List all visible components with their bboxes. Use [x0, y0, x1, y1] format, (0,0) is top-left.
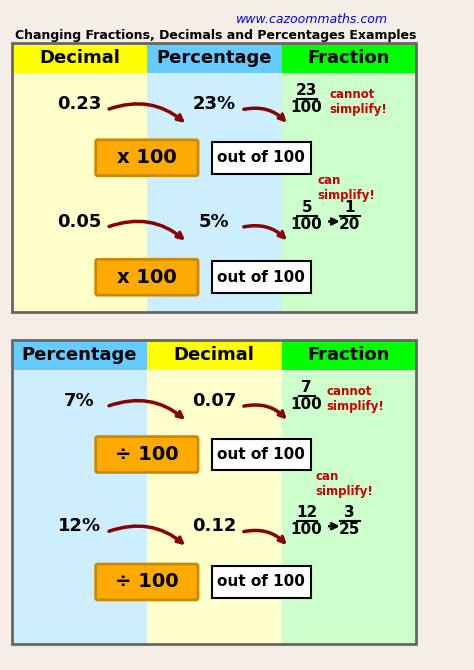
Text: 0.23: 0.23	[57, 95, 102, 113]
Text: 25: 25	[339, 522, 360, 537]
Text: 3: 3	[345, 505, 355, 520]
Bar	[212, 566, 310, 598]
Bar	[282, 43, 416, 73]
Bar	[12, 43, 147, 73]
Text: Fraction: Fraction	[308, 346, 390, 364]
Text: 23%: 23%	[192, 95, 236, 113]
Text: out of 100: out of 100	[218, 447, 305, 462]
Text: Changing Fractions, Decimals and Percentages Examples: Changing Fractions, Decimals and Percent…	[15, 29, 416, 42]
Text: 7: 7	[301, 380, 312, 395]
Text: 7%: 7%	[64, 392, 95, 410]
Text: Percentage: Percentage	[156, 49, 272, 67]
Text: 0.12: 0.12	[192, 517, 237, 535]
Bar	[12, 43, 416, 312]
Text: cannot
simplify!: cannot simplify!	[327, 385, 384, 413]
Text: 0.07: 0.07	[192, 392, 237, 410]
Text: Decimal: Decimal	[174, 346, 255, 364]
FancyBboxPatch shape	[96, 259, 198, 295]
Text: can
simplify!: can simplify!	[318, 174, 375, 202]
Text: 1: 1	[345, 200, 355, 216]
Text: Percentage: Percentage	[22, 346, 137, 364]
Text: can
simplify!: can simplify!	[316, 470, 374, 498]
Text: Fraction: Fraction	[308, 49, 390, 67]
Bar	[12, 73, 147, 312]
Text: ÷ 100: ÷ 100	[115, 572, 179, 592]
Bar	[212, 142, 310, 174]
Text: 100: 100	[291, 100, 322, 115]
Bar	[12, 340, 147, 370]
Text: www.cazoommaths.com: www.cazoommaths.com	[236, 13, 387, 26]
Bar	[212, 261, 310, 293]
Text: x 100: x 100	[117, 148, 177, 168]
Bar	[282, 340, 416, 370]
Bar	[147, 43, 282, 73]
Text: 100: 100	[291, 397, 322, 412]
Text: 12: 12	[296, 505, 317, 520]
Text: 5%: 5%	[199, 212, 229, 230]
Text: 20: 20	[339, 218, 360, 232]
Text: 12%: 12%	[58, 517, 101, 535]
Text: 23: 23	[296, 83, 317, 98]
Text: out of 100: out of 100	[218, 270, 305, 285]
Bar	[147, 340, 282, 370]
Text: 5: 5	[301, 200, 312, 216]
Text: ÷ 100: ÷ 100	[115, 445, 179, 464]
Text: 0.05: 0.05	[57, 212, 102, 230]
Text: x 100: x 100	[117, 268, 177, 287]
Text: out of 100: out of 100	[218, 574, 305, 590]
FancyBboxPatch shape	[96, 564, 198, 600]
Text: 100: 100	[291, 218, 322, 232]
Text: 100: 100	[291, 522, 322, 537]
Bar	[147, 73, 282, 312]
Bar	[12, 340, 416, 644]
Bar	[282, 73, 416, 312]
Bar	[147, 370, 282, 644]
Text: cannot
simplify!: cannot simplify!	[329, 88, 387, 116]
FancyBboxPatch shape	[96, 437, 198, 472]
Bar	[12, 370, 147, 644]
Bar	[212, 439, 310, 470]
Text: out of 100: out of 100	[218, 150, 305, 165]
Bar	[282, 370, 416, 644]
Text: Decimal: Decimal	[39, 49, 120, 67]
FancyBboxPatch shape	[96, 140, 198, 176]
